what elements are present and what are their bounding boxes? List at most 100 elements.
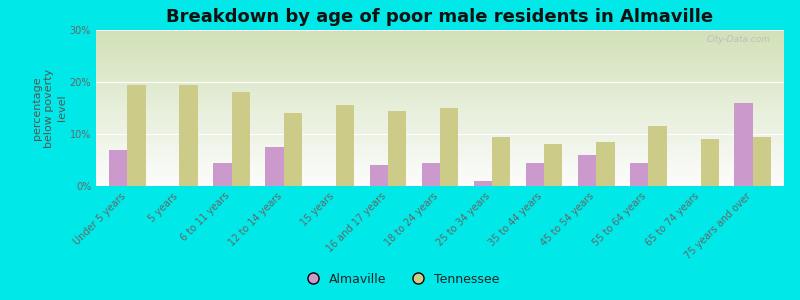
Bar xyxy=(96,38,784,39)
Bar xyxy=(96,153,784,155)
Bar xyxy=(96,86,784,88)
Bar xyxy=(96,78,784,80)
Y-axis label: percentage
below poverty
level: percentage below poverty level xyxy=(32,68,67,148)
Bar xyxy=(96,114,784,116)
Bar xyxy=(96,55,784,56)
Bar xyxy=(96,122,784,124)
Bar xyxy=(96,105,784,106)
Bar xyxy=(96,128,784,130)
Bar xyxy=(96,41,784,43)
Bar xyxy=(96,163,784,164)
Bar xyxy=(753,136,771,186)
Bar xyxy=(96,88,784,89)
Bar xyxy=(96,125,784,127)
Bar xyxy=(96,155,784,156)
Bar xyxy=(96,180,784,181)
Bar xyxy=(96,53,784,55)
Bar xyxy=(96,52,784,53)
Bar xyxy=(96,156,784,158)
Bar xyxy=(96,83,784,85)
Bar xyxy=(526,163,544,186)
Bar xyxy=(231,92,250,186)
Bar xyxy=(96,133,784,134)
Bar xyxy=(96,131,784,133)
Bar xyxy=(96,136,784,138)
Bar xyxy=(96,68,784,69)
Bar xyxy=(96,139,784,141)
Bar xyxy=(96,147,784,148)
Bar xyxy=(96,63,784,64)
Bar xyxy=(96,46,784,47)
Bar xyxy=(578,155,596,186)
Title: Breakdown by age of poor male residents in Almaville: Breakdown by age of poor male residents … xyxy=(166,8,714,26)
Bar xyxy=(96,142,784,144)
Bar xyxy=(370,165,388,186)
Bar xyxy=(96,170,784,172)
Bar xyxy=(96,164,784,166)
Bar xyxy=(96,66,784,68)
Bar xyxy=(96,30,784,31)
Bar xyxy=(96,121,784,122)
Bar xyxy=(96,116,784,117)
Bar xyxy=(388,111,406,186)
Bar xyxy=(96,100,784,102)
Bar xyxy=(96,70,784,72)
Bar xyxy=(284,113,302,186)
Bar xyxy=(266,147,284,186)
Bar xyxy=(96,110,784,111)
Bar xyxy=(96,175,784,177)
Bar xyxy=(96,106,784,108)
Bar xyxy=(96,146,784,147)
Bar xyxy=(336,105,354,186)
Bar xyxy=(96,124,784,125)
Bar xyxy=(492,136,510,186)
Bar xyxy=(96,94,784,95)
Bar xyxy=(96,161,784,163)
Bar xyxy=(96,80,784,82)
Bar xyxy=(96,166,784,167)
Bar xyxy=(96,111,784,113)
Bar xyxy=(96,141,784,142)
Bar xyxy=(96,72,784,74)
Bar xyxy=(96,85,784,86)
Bar xyxy=(96,77,784,78)
Bar xyxy=(96,169,784,170)
Bar xyxy=(179,85,198,186)
Bar xyxy=(96,184,784,186)
Bar xyxy=(96,181,784,183)
Bar xyxy=(596,142,614,186)
Bar xyxy=(422,163,440,186)
Bar xyxy=(96,92,784,94)
Bar xyxy=(96,89,784,91)
Bar xyxy=(96,138,784,139)
Bar xyxy=(96,58,784,60)
Bar xyxy=(96,64,784,66)
Bar xyxy=(96,82,784,83)
Bar xyxy=(96,43,784,44)
Bar xyxy=(96,150,784,152)
Bar xyxy=(96,103,784,105)
Bar xyxy=(474,181,492,186)
Bar xyxy=(96,50,784,52)
Bar xyxy=(96,75,784,77)
Bar xyxy=(96,36,784,38)
Bar xyxy=(96,56,784,58)
Bar xyxy=(96,47,784,49)
Bar xyxy=(701,139,719,186)
Bar xyxy=(96,144,784,146)
Bar xyxy=(96,108,784,110)
Bar xyxy=(96,60,784,61)
Bar xyxy=(96,173,784,175)
Bar xyxy=(96,177,784,178)
Legend: Almaville, Tennessee: Almaville, Tennessee xyxy=(295,268,505,291)
Bar xyxy=(96,117,784,119)
Bar xyxy=(440,108,458,186)
Bar xyxy=(96,69,784,70)
Bar xyxy=(649,126,666,186)
Bar xyxy=(96,33,784,35)
Bar xyxy=(734,103,753,186)
Bar xyxy=(96,172,784,173)
Bar xyxy=(96,178,784,180)
Bar xyxy=(96,113,784,114)
Bar xyxy=(96,74,784,75)
